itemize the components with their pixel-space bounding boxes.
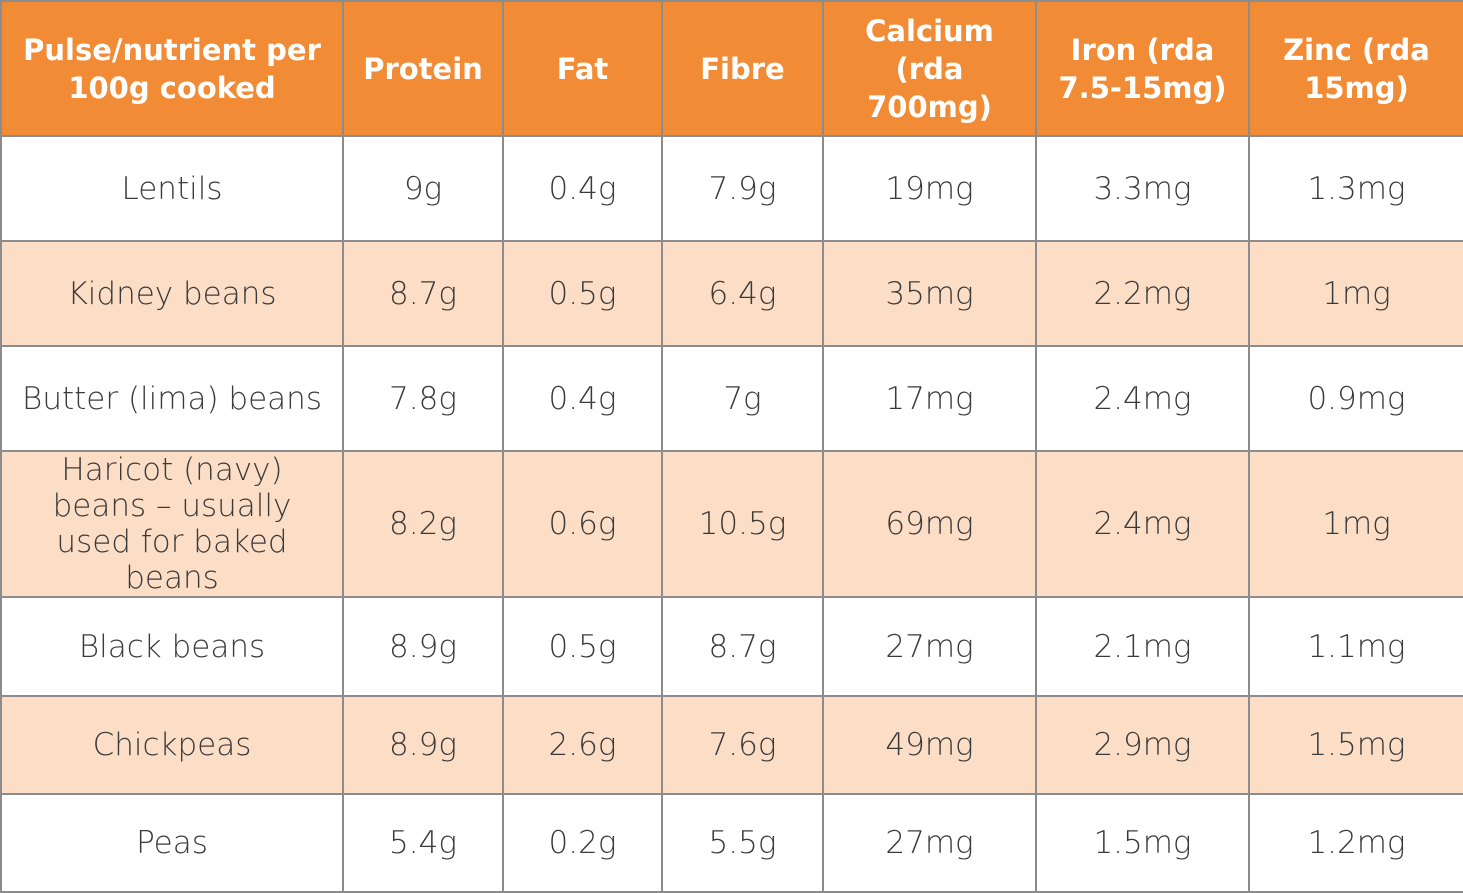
table-header: Pulse/nutrient per 100g cooked Protein Fat…: [0, 0, 1463, 137]
header-cell: Iron (rda 7.5-15mg): [1035, 0, 1250, 137]
nutrient-value: 1.1mg: [1248, 596, 1463, 697]
nutrient-value: 2.4mg: [1035, 345, 1250, 452]
nutrient-value: 7.6g: [661, 695, 824, 795]
nutrient-value: 0.5g: [502, 240, 663, 347]
nutrient-value: 35mg: [822, 240, 1037, 347]
nutrient-value: 0.9mg: [1248, 345, 1463, 452]
nutrient-value: 27mg: [822, 793, 1037, 893]
pulse-name: Lentils: [0, 135, 344, 242]
nutrient-value: 8.7g: [342, 240, 504, 347]
nutrient-value: 10.5g: [661, 450, 824, 598]
nutrient-value: 1mg: [1248, 450, 1463, 598]
nutrient-value: 8.9g: [342, 695, 504, 795]
nutrient-value: 49mg: [822, 695, 1037, 795]
nutrient-value: 1mg: [1248, 240, 1463, 347]
header-row: Pulse/nutrient per 100g cooked Protein Fat…: [0, 0, 1463, 137]
nutrient-value: 2.9mg: [1035, 695, 1250, 795]
table-row: Lentils 9g 0.4g 7.9g 19mg 3.3mg 1.3mg: [0, 135, 1463, 242]
nutrient-value: 8.7g: [661, 596, 824, 697]
nutrient-value: 1.5mg: [1248, 695, 1463, 795]
pulse-name: Kidney beans: [0, 240, 344, 347]
nutrient-value: 5.5g: [661, 793, 824, 893]
header-cell: Protein: [342, 0, 504, 137]
pulse-name: Chickpeas: [0, 695, 344, 795]
nutrient-value: 17mg: [822, 345, 1037, 452]
nutrient-value: 9g: [342, 135, 504, 242]
nutrient-value: 8.2g: [342, 450, 504, 598]
nutrient-value: 7.9g: [661, 135, 824, 242]
table-row: Peas 5.4g 0.2g 5.5g 27mg 1.5mg 1.2mg: [0, 793, 1463, 893]
nutrient-value: 7g: [661, 345, 824, 452]
nutrient-value: 5.4g: [342, 793, 504, 893]
nutrient-value: 0.4g: [502, 345, 663, 452]
nutrient-value: 2.4mg: [1035, 450, 1250, 598]
nutrient-value: 6.4g: [661, 240, 824, 347]
table-body: Lentils 9g 0.4g 7.9g 19mg 3.3mg 1.3mg Kidney be…: [0, 135, 1463, 893]
table-row: Butter (lima) beans 7.8g 0.4g 7g 17mg 2.4mg 0.…: [0, 345, 1463, 452]
nutrient-value: 7.8g: [342, 345, 504, 452]
nutrient-value: 8.9g: [342, 596, 504, 697]
nutrient-value: 0.4g: [502, 135, 663, 242]
nutrient-value: 0.6g: [502, 450, 663, 598]
nutrient-value: 2.1mg: [1035, 596, 1250, 697]
nutrient-value: 1.3mg: [1248, 135, 1463, 242]
nutrient-value: 27mg: [822, 596, 1037, 697]
nutrient-value: 19mg: [822, 135, 1037, 242]
header-cell: Zinc (rda 15mg): [1248, 0, 1463, 137]
table-row: Black beans 8.9g 0.5g 8.7g 27mg 2.1mg 1.1mg: [0, 596, 1463, 697]
table-row: Haricot (navy) beans – usually used for …: [0, 450, 1463, 598]
nutrient-value: 3.3mg: [1035, 135, 1250, 242]
header-cell: Calcium (rda 700mg): [822, 0, 1037, 137]
pulse-name: Black beans: [0, 596, 344, 697]
nutrient-value: 1.5mg: [1035, 793, 1250, 893]
nutrient-value: 69mg: [822, 450, 1037, 598]
table-row: Kidney beans 8.7g 0.5g 6.4g 35mg 2.2mg 1mg: [0, 240, 1463, 347]
header-cell: Fat: [502, 0, 663, 137]
header-cell: Pulse/nutrient per 100g cooked: [0, 0, 344, 137]
header-cell: Fibre: [661, 0, 824, 137]
nutrient-value: 2.6g: [502, 695, 663, 795]
table-row: Chickpeas 8.9g 2.6g 7.6g 49mg 2.9mg 1.5mg: [0, 695, 1463, 795]
nutrient-value: 0.5g: [502, 596, 663, 697]
nutrient-value: 0.2g: [502, 793, 663, 893]
pulse-name: Peas: [0, 793, 344, 893]
nutrient-value: 1.2mg: [1248, 793, 1463, 893]
pulse-name: Butter (lima) beans: [0, 345, 344, 452]
pulse-name: Haricot (navy) beans – usually used for …: [0, 450, 344, 598]
nutrient-value: 2.2mg: [1035, 240, 1250, 347]
